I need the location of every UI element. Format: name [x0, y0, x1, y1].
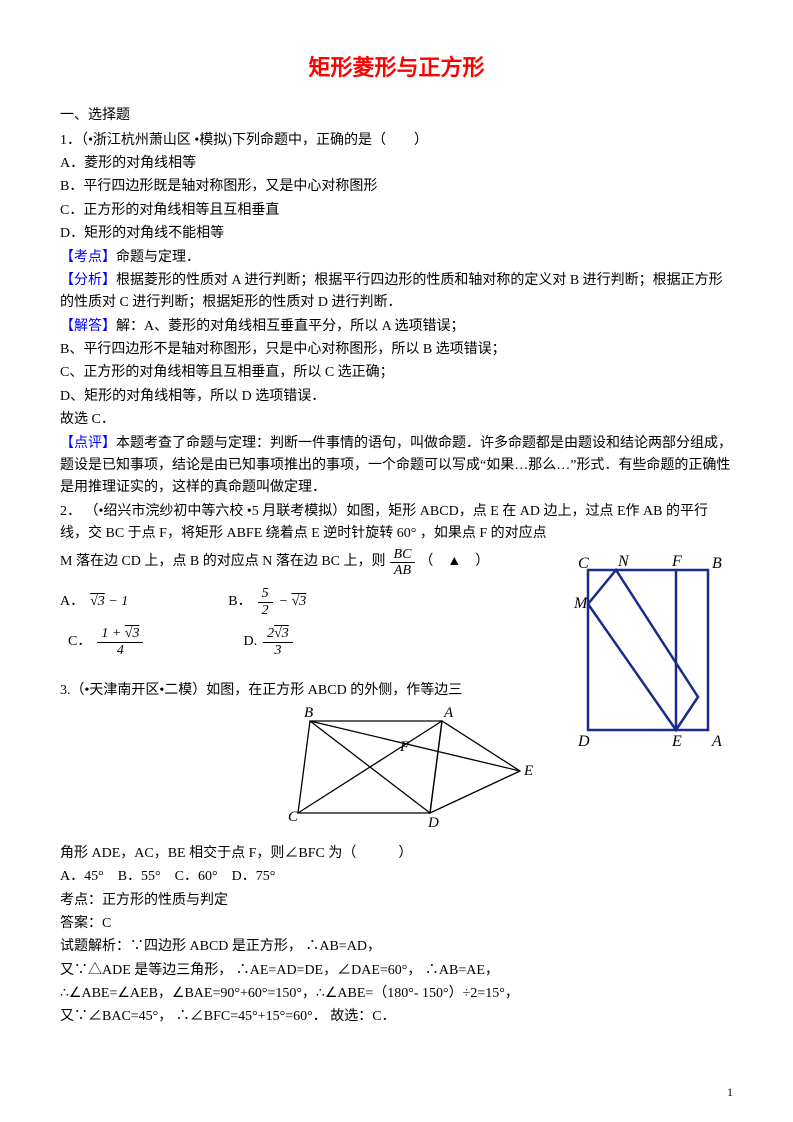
dianping-tag: 【点评】 — [60, 436, 116, 451]
q2-stem-2b: （ ▲ ） — [419, 551, 489, 573]
q3-jiexi-2: 又∵△ADE 是等边三角形， ∴AE=AD=DE，∠DAE=60°， ∴AB=A… — [60, 960, 733, 982]
q3-options: A．45° B．55° C．60° D．75° — [60, 866, 733, 888]
q3-diagram: B A C D E F — [280, 703, 540, 833]
q2-optA-value: √3 − 1 — [90, 591, 128, 613]
fenxi-text: 根据菱形的性质对 A 进行判断；根据平行四边形的性质和轴对称的定义对 B 进行判… — [60, 273, 723, 310]
q2-frac-den: AB — [390, 563, 415, 578]
q1-jieda-2: B、平行四边形不是轴对称图形，只是中心对称图形，所以 B 选项错误； — [60, 339, 733, 361]
label-N: N — [617, 553, 630, 570]
q3-jiexi-4: 又∵∠BAC=45°， ∴∠BFC=45°+15°=60°． 故选：C． — [60, 1006, 733, 1028]
q2-fraction: BC AB — [390, 547, 416, 579]
fenxi-tag: 【分析】 — [60, 273, 116, 288]
q1-stem: 1．（•浙江杭州萧山区 •模拟)下列命题中，正确的是（ ） — [60, 130, 733, 152]
jieda-text-1: 解：A、菱形的对角线相互垂直平分，所以 A 选项错误； — [116, 319, 464, 334]
label-B: B — [712, 555, 722, 572]
q2-optB-value: 52 — [258, 586, 273, 618]
label-F: F — [671, 553, 682, 570]
q2-optC-label: C． — [68, 631, 91, 653]
q1-jieda-5: 故选 C． — [60, 409, 733, 431]
q1-option-c: C．正方形的对角线相等且互相垂直 — [60, 200, 733, 222]
label-A3: A — [443, 705, 454, 721]
label-B3: B — [304, 705, 313, 721]
q2-optD-label: D. — [243, 631, 257, 653]
q1-dianping: 【点评】本题考查了命题与定理：判断一件事情的语句，叫做命题．许多命题都是由题设和… — [60, 433, 733, 500]
label-D3: D — [427, 815, 439, 831]
doc-title: 矩形菱形与正方形 — [60, 50, 733, 85]
q3-jiexi-3: ∴∠ABE=∠AEB，∠BAE=90°+60°=150°，∴∠ABE=（180°… — [60, 983, 733, 1005]
q2-option-b: B． 52 − √3 — [228, 586, 306, 618]
q2-optB-label: B． — [228, 591, 251, 613]
q3-kaodian: 考点：正方形的性质与判定 — [60, 890, 733, 912]
q1-option-a: A．菱形的对角线相等 — [60, 153, 733, 175]
kaodian-text: 命题与定理． — [116, 250, 200, 265]
q2-option-c: C． 1 + √34 — [68, 626, 143, 658]
jieda-tag: 【解答】 — [60, 319, 116, 334]
label-A: A — [711, 733, 722, 750]
label-C3: C — [288, 809, 299, 825]
q1-kaodian: 【考点】命题与定理． — [60, 247, 733, 269]
dianping-text: 本题考查了命题与定理：判断一件事情的语句，叫做命题．许多命题都是由题设和结论两部… — [60, 436, 732, 496]
q1-jieda-3: C、正方形的对角线相等且互相垂直，所以 C 选正确； — [60, 362, 733, 384]
q3-answer: 答案：C — [60, 913, 733, 935]
q2-stem-2a: M 落在边 CD 上，点 B 的对应点 N 落在边 BC 上，则 — [60, 551, 386, 573]
kaodian-tag: 【考点】 — [60, 250, 116, 265]
q2-optA-label: A． — [60, 591, 84, 613]
label-E: E — [671, 733, 682, 750]
q1-jieda-4: D、矩形的对角线相等，所以 D 选项错误． — [60, 386, 733, 408]
q2-stem-1: 2． （•绍兴市浣纱初中等六校 •5 月联考模拟）如图，矩形 ABCD，点 E … — [60, 501, 733, 546]
q2-frac-num: BC — [390, 547, 416, 563]
q2-option-a: A． √3 − 1 — [60, 586, 128, 618]
q1-fenxi: 【分析】根据菱形的性质对 A 进行判断；根据平行四边形的性质和轴对称的定义对 B… — [60, 270, 733, 315]
label-M: M — [573, 595, 589, 612]
q3-stem-2: 角形 ADE，AC，BE 相交于点 F，则∠BFC 为（ ） — [60, 843, 733, 865]
label-F3: F — [399, 739, 410, 755]
q1-option-d: D．矩形的对角线不能相等 — [60, 223, 733, 245]
q2-diagram: C N F B M D E A — [568, 550, 733, 750]
section-1-heading: 一、选择题 — [60, 105, 733, 127]
q2-option-d: D. 2√33 — [243, 626, 292, 658]
q1-jieda-1: 【解答】解：A、菱形的对角线相互垂直平分，所以 A 选项错误； — [60, 316, 733, 338]
q2-optD-value: 2√33 — [263, 626, 293, 658]
q3-jiexi-1: 试题解析：∵四边形 ABCD 是正方形， ∴AB=AD， — [60, 936, 733, 958]
q1-option-b: B．平行四边形既是轴对称图形，又是中心对称图形 — [60, 176, 733, 198]
q2-optC-value: 1 + √34 — [97, 626, 143, 658]
page-number: 1 — [727, 1083, 733, 1102]
label-D: D — [577, 733, 590, 750]
label-E3: E — [523, 763, 533, 779]
label-C: C — [578, 555, 589, 572]
